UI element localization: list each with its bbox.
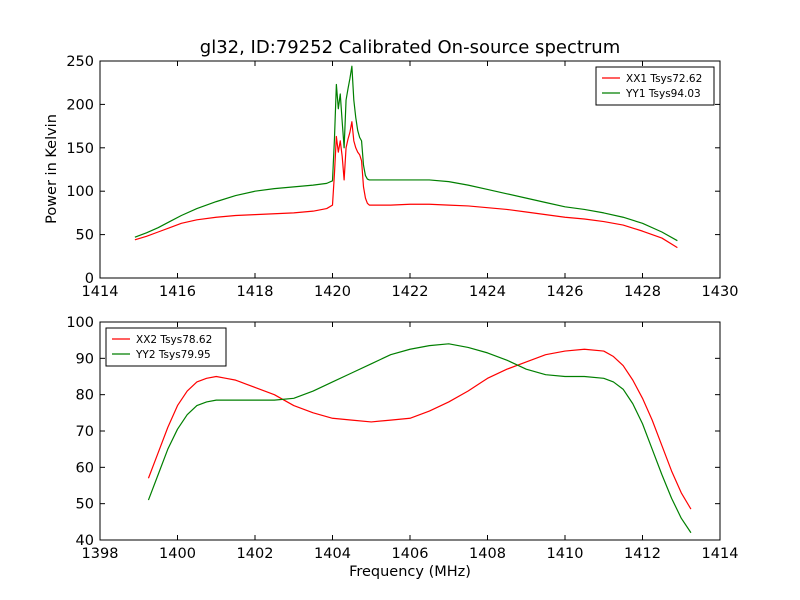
top-chart-x-tick-label: 1426 bbox=[547, 284, 584, 300]
bottom-chart-y-tick-label: 60 bbox=[76, 460, 94, 476]
bottom-chart-plot-area: 1398 1400 1402 1404 1406 1408 1410 1412 1414 40 50… bbox=[66, 315, 738, 562]
top-chart-x-tick-label: 1416 bbox=[159, 284, 196, 300]
bottom-chart-x-tick-label: 1412 bbox=[624, 546, 661, 562]
top-chart-legend-label-1: XX1 Tsys72.62 bbox=[626, 73, 702, 85]
top-chart-x-tick-label: 1424 bbox=[469, 284, 506, 300]
top-chart-series-line-1 bbox=[134, 121, 678, 249]
top-chart-y-tick-label: 100 bbox=[66, 184, 94, 200]
top-chart-legend-box bbox=[595, 66, 715, 106]
top-chart-y-tick-label: 50 bbox=[76, 228, 94, 244]
top-chart-title: gl32, ID:79252 Calibrated On-source spec… bbox=[200, 37, 620, 58]
top-chart-x-tick-label: 1422 bbox=[392, 284, 429, 300]
bottom-chart-legend: XX2 Tsys78.62 YY2 Tsys79.95 bbox=[105, 327, 227, 367]
bottom-chart-x-tick-label: 1400 bbox=[159, 546, 196, 562]
bottom-chart-x-axis-label: Frequency (MHz) bbox=[349, 564, 471, 580]
bottom-chart-y-tick-label: 70 bbox=[76, 424, 94, 440]
top-chart-x-tick-label: 1418 bbox=[237, 284, 274, 300]
bottom-chart-x-tick-label: 1408 bbox=[469, 546, 506, 562]
bottom-chart-y-tick-label: 100 bbox=[66, 315, 94, 331]
bottom-chart-y-tick-label: 40 bbox=[76, 533, 94, 549]
top-chart-legend-label-2: YY1 Tsys94.03 bbox=[625, 88, 701, 100]
bottom-chart-series-line-2 bbox=[147, 343, 692, 534]
top-chart-plot-area: 1414 1416 1418 1420 1422 1424 1426 1428 1430 0 50 1… bbox=[66, 54, 738, 300]
bottom-chart-x-tick-label: 1404 bbox=[314, 546, 351, 562]
bottom-chart-series-line-1 bbox=[147, 348, 692, 510]
bottom-chart-y-tick-label: 80 bbox=[76, 388, 94, 404]
top-chart-y-tick-label: 0 bbox=[85, 271, 94, 287]
top-chart-legend: XX1 Tsys72.62 YY1 Tsys94.03 bbox=[595, 66, 715, 106]
bottom-chart-x-tick-label: 1406 bbox=[392, 546, 429, 562]
top-chart-x-tick-label: 1420 bbox=[314, 284, 351, 300]
bottom-chart-y-tick-label: 50 bbox=[76, 497, 94, 513]
top-chart-y-tick-label: 200 bbox=[66, 97, 94, 113]
bottom-chart-x-tick-label: 1410 bbox=[547, 546, 584, 562]
top-chart-y-tick-label: 150 bbox=[66, 141, 94, 157]
bottom-chart-legend-box bbox=[105, 327, 227, 367]
top-chart-y-axis-label: Power in Kelvin bbox=[44, 114, 60, 224]
bottom-chart-legend-label-1: XX2 Tsys78.62 bbox=[136, 334, 212, 346]
top-chart-x-tick-label: 1430 bbox=[702, 284, 739, 300]
bottom-chart-y-tick-label: 90 bbox=[76, 351, 94, 367]
bottom-chart: Frequency (MHz) 1398 1400 1402 1404 1406 1408… bbox=[66, 315, 738, 580]
bottom-chart-legend-label-2: YY2 Tsys79.95 bbox=[135, 349, 211, 361]
bottom-chart-x-tick-label: 1398 bbox=[82, 546, 119, 562]
top-chart: gl32, ID:79252 Calibrated On-source spec… bbox=[44, 37, 738, 300]
bottom-chart-x-tick-label: 1402 bbox=[237, 546, 274, 562]
top-chart-x-tick-label: 1428 bbox=[624, 284, 661, 300]
top-chart-series-line-2 bbox=[134, 65, 678, 242]
top-chart-x-tick-label: 1414 bbox=[82, 284, 119, 300]
top-chart-y-tick-label: 250 bbox=[66, 54, 94, 70]
bottom-chart-x-tick-label: 1414 bbox=[702, 546, 739, 562]
